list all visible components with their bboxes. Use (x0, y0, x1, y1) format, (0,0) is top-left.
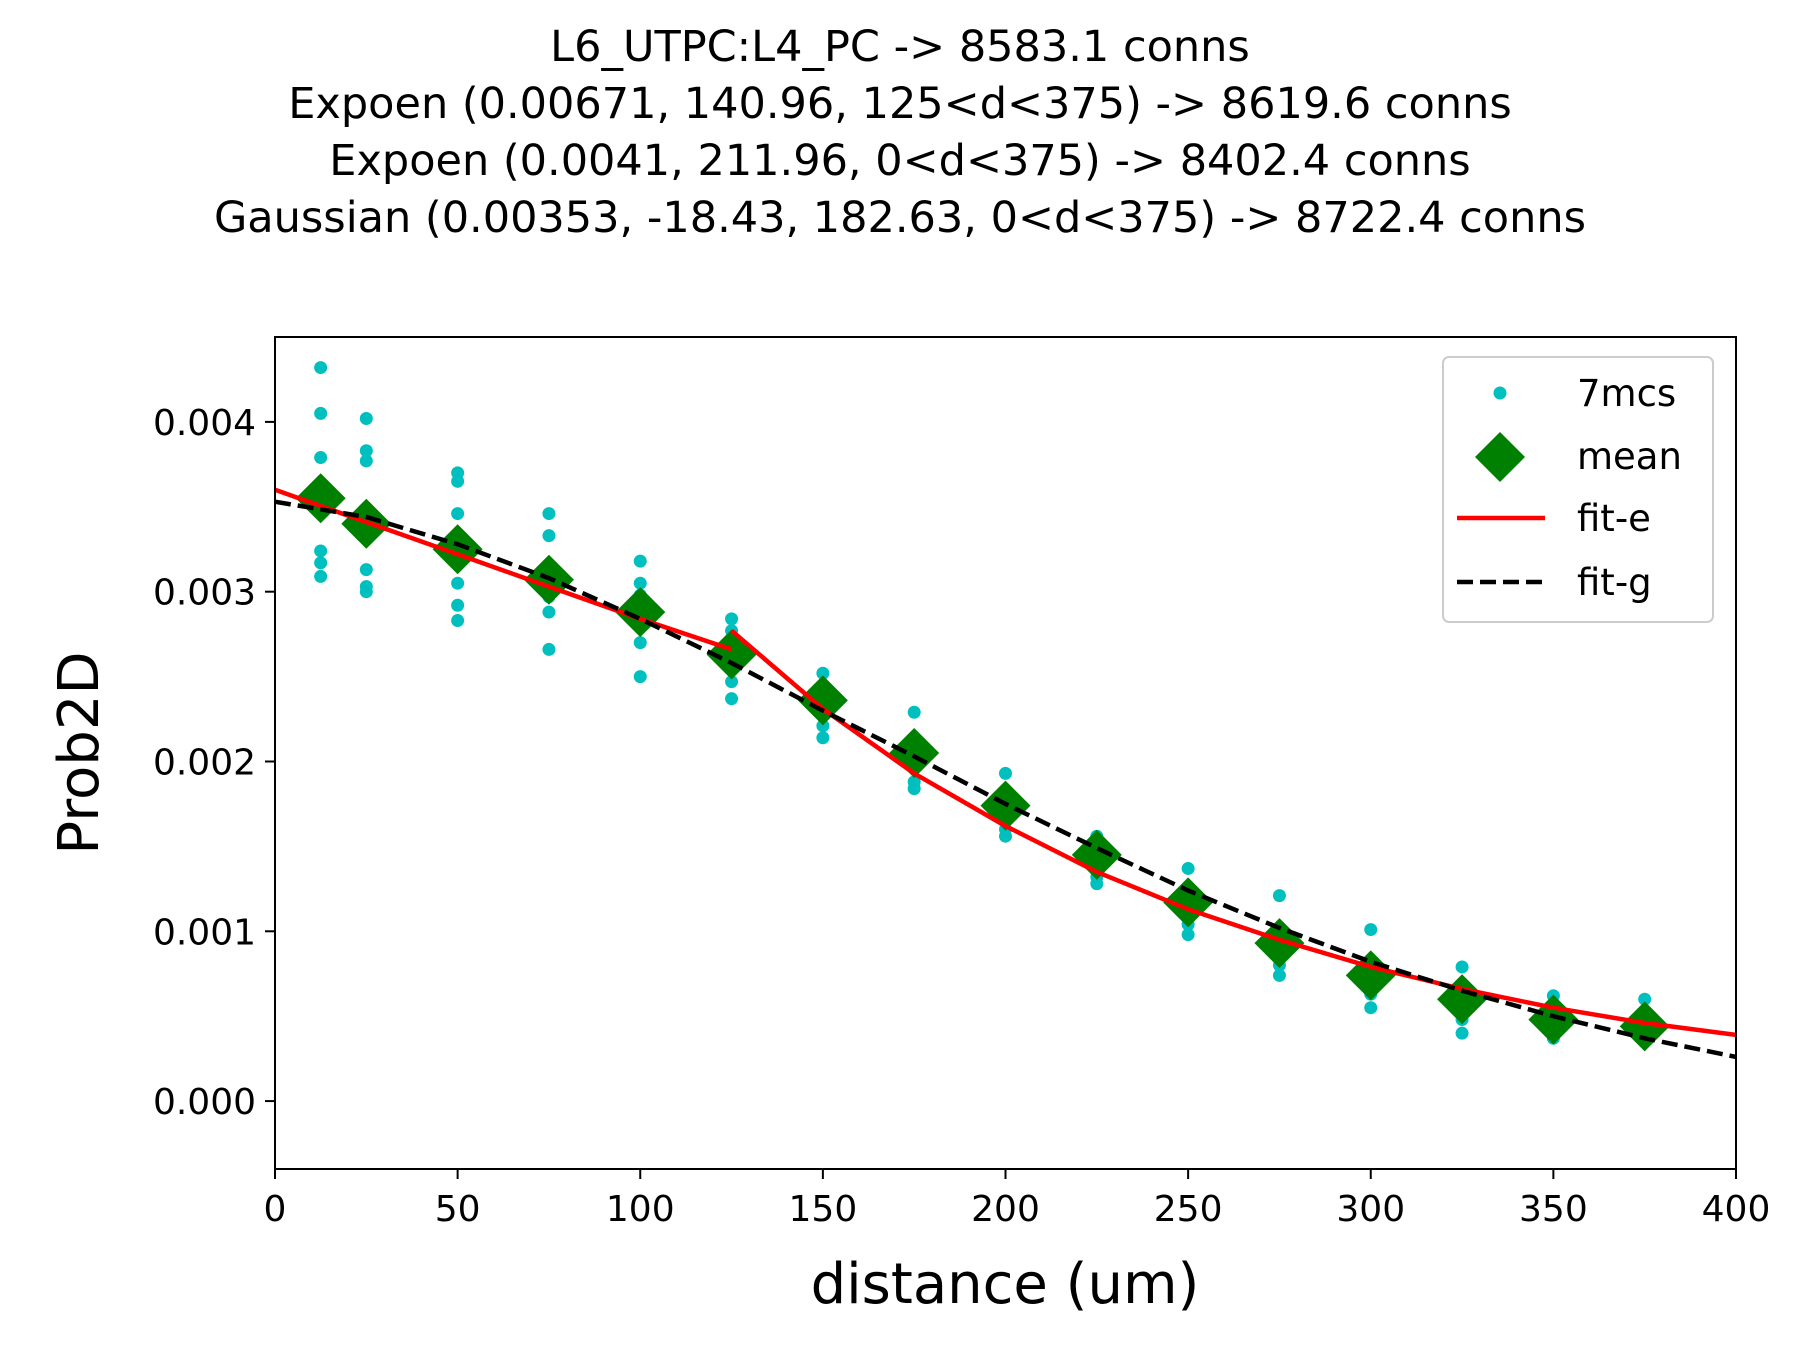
scatter-point-7mcs-11 (359, 563, 373, 577)
mean-marker-7 (889, 728, 940, 778)
legend-marker-7mcs (1493, 386, 1507, 400)
scatter-point-7mcs-47 (816, 719, 830, 733)
scatter-point-7mcs-77 (1272, 889, 1286, 903)
scatter-point-7mcs-27 (542, 642, 556, 656)
scatter-point-7mcs-70 (1181, 861, 1195, 875)
x-tick-label-7: 350 (1519, 1189, 1588, 1230)
x-tick-label-2: 100 (606, 1189, 675, 1230)
scatter-point-7mcs-84 (1364, 923, 1378, 937)
x-axis-label: distance (um) (811, 1252, 1200, 1317)
scatter-point-7mcs-55 (907, 782, 921, 796)
y-axis-label: Prob2D (47, 651, 112, 854)
chart-title-line-3: Expoen (0.0041, 211.96, 0<d<375) -> 8402… (329, 136, 1471, 186)
scatter-point-7mcs-26 (542, 605, 556, 619)
y-tick-label-0: 0.000 (153, 1082, 256, 1123)
scatter-point-7mcs-29 (633, 576, 647, 590)
mean-marker-13 (1437, 974, 1488, 1025)
legend: 7mcs mean fit-e fit-g (1442, 356, 1714, 623)
scatter-point-7mcs-19 (451, 598, 465, 612)
chart-title-line-2: Expoen (0.00671, 140.96, 125<d<375) -> 8… (288, 79, 1512, 129)
scatter-point-7mcs-8 (359, 444, 373, 458)
scatter-point-7mcs-41 (725, 692, 739, 706)
mean-marker-15 (1619, 1001, 1670, 1052)
x-tick-label-8: 400 (1702, 1189, 1771, 1230)
scatter-point-7mcs-105 (1638, 992, 1652, 1006)
scatter-point-7mcs-97 (1455, 1026, 1469, 1040)
legend-label-7mcs: 7mcs (1577, 372, 1676, 415)
plot-area (275, 361, 1736, 1060)
scatter-point-7mcs-7 (359, 412, 373, 426)
scatter-point-7mcs-83 (1272, 968, 1286, 982)
legend-frame (1442, 356, 1714, 623)
scatter-point-7mcs-33 (633, 636, 647, 650)
scatter-point-7mcs-62 (999, 829, 1012, 843)
mean-marker-2 (432, 524, 483, 575)
scatter-point-7mcs-69 (1090, 877, 1104, 891)
scatter-point-7mcs-5 (314, 556, 328, 570)
legend-marker-mean (1475, 432, 1525, 482)
x-tick-label-6: 300 (1336, 1189, 1405, 1230)
scatter-point-7mcs-21 (542, 507, 556, 521)
scatter-point-7mcs-18 (451, 576, 465, 590)
chart-title-line-4: Gaussian (0.00353, -18.43, 182.63, 0<d<3… (213, 193, 1587, 243)
x-tick-label-1: 50 (435, 1189, 481, 1230)
scatter-point-7mcs-42 (816, 666, 830, 680)
scatter-point-7mcs-20 (451, 614, 465, 628)
scatter-point-7mcs-76 (1181, 928, 1195, 942)
scatter-point-7mcs-48 (816, 731, 830, 745)
y-tick-label-4: 0.004 (153, 403, 256, 444)
scatter-point-7mcs-1 (314, 406, 328, 420)
y-tick-label-1: 0.001 (153, 912, 256, 953)
scatter-point-7mcs-40 (725, 675, 739, 689)
scatter-point-7mcs-90 (1364, 1001, 1378, 1015)
legend-label-fit-g: fit-g (1577, 561, 1652, 604)
mean-marker-0 (295, 473, 346, 524)
scatter-point-7mcs-91 (1455, 960, 1469, 974)
scatter-point-7mcs-22 (542, 529, 556, 543)
mean-marker-6 (797, 675, 848, 726)
scatter-point-7mcs-35 (725, 612, 739, 626)
scatter-point-7mcs-4 (314, 544, 328, 558)
scatter-point-7mcs-9 (359, 454, 373, 468)
x-tick-label-3: 150 (789, 1189, 858, 1230)
fit-g-line (275, 499, 1736, 1060)
legend-label-fit-e: fit-e (1577, 497, 1651, 540)
scatter-point-7mcs-56 (999, 766, 1012, 780)
scatter-point-7mcs-28 (633, 554, 647, 568)
scatter-point-7mcs-2 (314, 451, 328, 465)
scatter-point-7mcs-49 (907, 705, 921, 719)
scatter-point-7mcs-13 (359, 585, 373, 599)
x-tick-label-0: 0 (264, 1189, 287, 1230)
x-tick-label-5: 250 (1154, 1189, 1223, 1230)
scatter-point-7mcs-0 (314, 361, 328, 375)
scatter-point-7mcs-15 (451, 474, 465, 488)
legend-label-mean: mean (1577, 435, 1682, 478)
x-tick-label-4: 200 (971, 1189, 1040, 1230)
mean-marker-12 (1345, 950, 1396, 1001)
scatter-point-7mcs-16 (451, 507, 465, 521)
y-tick-label-2: 0.002 (153, 742, 256, 783)
scatter-point-7mcs-6 (314, 569, 328, 583)
y-tick-label-3: 0.003 (153, 573, 256, 614)
fit-e-line-segment-1 (730, 628, 1736, 1038)
axis-ticks: 0 50 100 150 200 250 300 350 400 0.000 0.001 0.002 0… (153, 403, 1770, 1230)
scatter-point-7mcs-34 (633, 670, 647, 684)
chart-title-line-1: L6_UTPC:L4_PC -> 8583.1 conns (550, 22, 1250, 72)
